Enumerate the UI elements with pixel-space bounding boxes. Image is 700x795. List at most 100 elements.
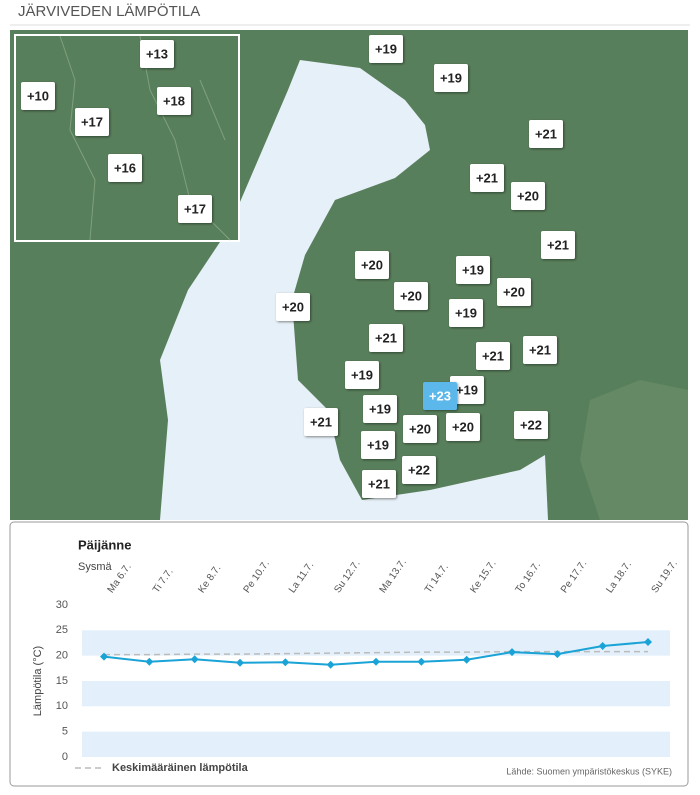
map-label-text: +10 (27, 88, 49, 103)
map-label[interactable]: +20 (497, 278, 531, 306)
map-label[interactable]: +20 (276, 293, 310, 321)
map-label-box (355, 251, 389, 279)
map-label-text: +20 (409, 421, 431, 436)
map: +13 +10 +18 +17 +16 +17 +19 +19 +21 +21 +20 +21 +20 +… (10, 30, 688, 520)
map-label-text: +19 (375, 41, 397, 56)
map-label-box (541, 231, 575, 259)
map-label[interactable]: +21 (523, 336, 557, 364)
map-label[interactable]: +21 (541, 231, 575, 259)
map-label[interactable]: +21 (470, 164, 504, 192)
map-label[interactable]: +10 (21, 82, 55, 110)
plot-band (82, 681, 670, 707)
map-label[interactable]: +20 (394, 282, 428, 310)
source: Lähde: Suomen ympäristökeskus (SYKE) (506, 766, 672, 776)
map-hills (580, 380, 688, 520)
map-label-box (476, 342, 510, 370)
y-tick-label: 25 (56, 624, 68, 636)
map-label[interactable]: +19 (434, 64, 468, 92)
map-label[interactable]: +22 (402, 456, 436, 484)
map-label-text: +21 (375, 330, 397, 345)
map-label-box (21, 82, 55, 110)
map-label[interactable]: +20 (403, 415, 437, 443)
map-label-box (511, 182, 545, 210)
map-label[interactable]: +21 (529, 120, 563, 148)
map-label-text: +21 (547, 237, 569, 252)
y-tick-label: 0 (62, 751, 68, 763)
map-label-box (369, 35, 403, 63)
map-label[interactable]: +19 (456, 256, 490, 284)
legend-label[interactable]: Keskimääräinen lämpötila (112, 762, 249, 774)
point (598, 642, 607, 651)
point (190, 655, 199, 664)
map-label[interactable]: +21 (362, 470, 396, 498)
map-label-box (434, 64, 468, 92)
map-label[interactable]: +18 (157, 87, 191, 115)
map-label-box (276, 293, 310, 321)
map-label[interactable]: +19 (449, 299, 483, 327)
map-label-box (369, 324, 403, 352)
map-label-text: +19 (456, 382, 478, 397)
point (644, 637, 652, 646)
map-label-text: +19 (440, 70, 462, 85)
map-label[interactable]: +21 (304, 408, 338, 436)
map-label[interactable]: +19 (369, 35, 403, 63)
map-label-text: +19 (462, 262, 484, 277)
point (236, 658, 244, 667)
map-label-text: +22 (408, 462, 430, 477)
plot-band (82, 630, 670, 656)
map-label-text: +17 (81, 114, 103, 129)
map-label-text: +21 (535, 126, 557, 141)
chart-title: Päijänne (78, 537, 131, 552)
chart-subtitle: Sysmä (78, 561, 113, 573)
map-label-text: +19 (367, 437, 389, 452)
map-label-box (157, 87, 191, 115)
map-label-text: +21 (310, 414, 332, 429)
map-label-box (394, 282, 428, 310)
map-label-box (345, 361, 379, 389)
map-label-text: +21 (476, 170, 498, 185)
map-label-box (362, 470, 396, 498)
map-label[interactable]: +19 (345, 361, 379, 389)
map-label-box (523, 336, 557, 364)
map-label-box (361, 431, 395, 459)
point (281, 658, 290, 667)
y-tick-label: 10 (56, 700, 68, 712)
map-label[interactable]: +23 (423, 382, 457, 410)
plot-band (82, 731, 670, 757)
map-label-box (456, 256, 490, 284)
map-label-box (446, 413, 480, 441)
map-label-text: +20 (452, 419, 474, 434)
map-label-text: +20 (282, 299, 304, 314)
map-label-text: +21 (529, 342, 551, 357)
map-label-box (403, 415, 437, 443)
map-label-box (449, 299, 483, 327)
map-label-text: +18 (163, 93, 185, 108)
point (326, 660, 335, 669)
map-label[interactable]: +19 (363, 395, 397, 423)
map-label-text: +20 (361, 257, 383, 272)
map-label[interactable]: +17 (75, 108, 109, 136)
map-label[interactable]: +16 (108, 154, 142, 182)
map-label-box (450, 376, 484, 404)
point (553, 650, 562, 659)
map-label[interactable]: +22 (514, 411, 548, 439)
map-label-box (423, 382, 457, 410)
map-label[interactable]: +20 (355, 251, 389, 279)
map-label[interactable]: +17 (178, 195, 212, 223)
map-label[interactable]: +19 (361, 431, 395, 459)
y-axis-title: Lämpötila (°C) (32, 646, 44, 716)
map-label-box (140, 40, 174, 68)
point (417, 657, 426, 666)
map-label[interactable]: +20 (446, 413, 480, 441)
map-label[interactable]: +19 (450, 376, 484, 404)
map-label[interactable]: +20 (511, 182, 545, 210)
map-label-text: +22 (520, 417, 542, 432)
point (372, 657, 380, 666)
map-label[interactable]: +21 (476, 342, 510, 370)
map-label[interactable]: +13 (140, 40, 174, 68)
point (462, 655, 471, 664)
y-tick-label: 20 (56, 650, 68, 662)
map-label[interactable]: +21 (369, 324, 403, 352)
map-label-text: +19 (455, 305, 477, 320)
